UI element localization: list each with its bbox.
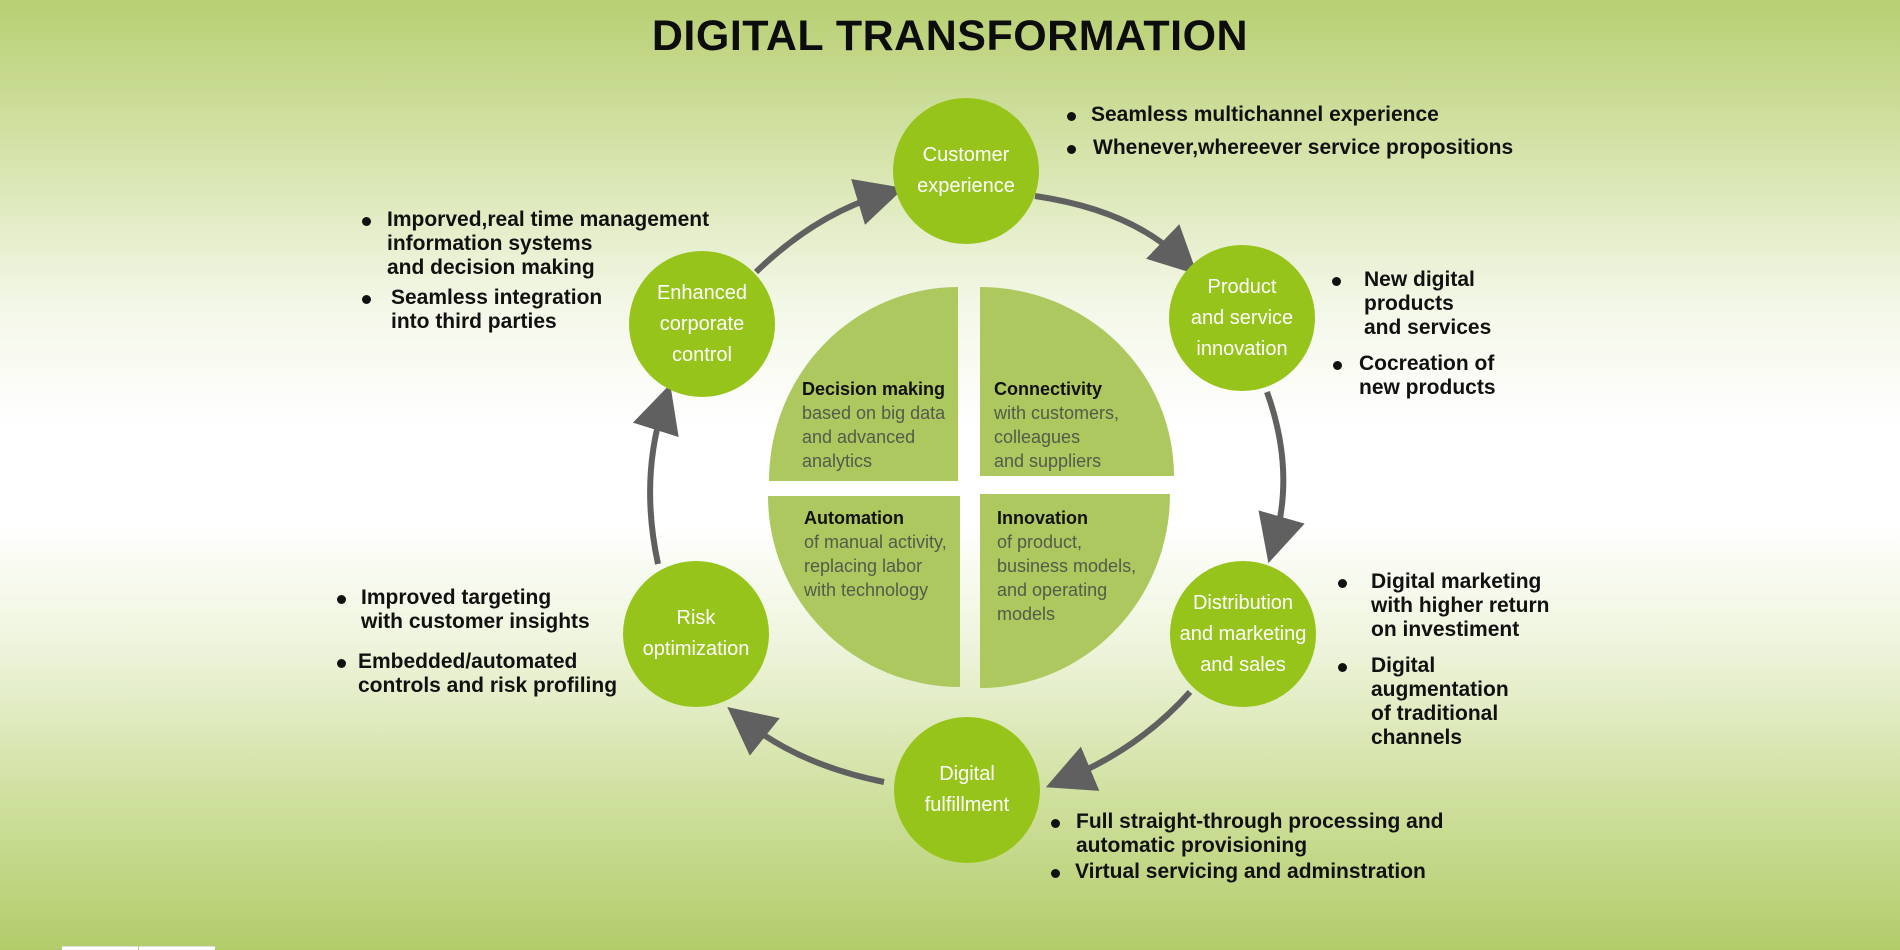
quadrant-body: of product, business models, and operati…: [997, 532, 1137, 624]
quadrant-top-right: [980, 287, 1174, 476]
bullet-item: Digital marketing with higher return on …: [1336, 570, 1550, 642]
arrow-customer-to-product: [1034, 193, 1198, 275]
arrow-risk-to-control: [632, 384, 679, 565]
quadrant-body: of manual activity, replacing labor with…: [804, 532, 947, 600]
quadrant-innovation: Innovation of product, business models, …: [997, 506, 1136, 626]
quadrant-bottom-right: [980, 494, 1170, 688]
slide-tab-left[interactable]: [62, 946, 138, 950]
node-distribution: Distribution and marketing and sales: [1170, 561, 1316, 707]
quadrant-connectivity: Connectivity with customers, colleagues …: [994, 377, 1119, 473]
bullet-item: Imporved,real time management informatio…: [360, 208, 709, 280]
bullet-item: Digital augmentation of traditional chan…: [1336, 654, 1550, 750]
quadrant-heading: Decision making: [802, 379, 946, 399]
bullet-item: Embedded/automated controls and risk pro…: [335, 650, 617, 698]
bullets-customer-experience: Seamless multichannel experience Wheneve…: [1065, 103, 1513, 168]
arrow-distribution-to-fulfillment: [1045, 690, 1193, 791]
quadrant-body: based on big data and advanced analytics: [802, 403, 946, 471]
node-product-innovation: Product and service innovation: [1169, 245, 1315, 391]
bullets-distribution: Digital marketing with higher return on …: [1336, 570, 1550, 758]
arrow-fulfillment-to-risk: [727, 707, 885, 785]
bullet-item: Full straight-through processing and aut…: [1049, 810, 1444, 858]
bullet-item: New digital products and services: [1330, 268, 1495, 340]
bullet-item: Cocreation of new products: [1331, 352, 1496, 400]
quadrant-top-left: [769, 287, 958, 481]
quadrant-heading: Automation: [804, 508, 904, 528]
arrow-product-to-distribution: [1258, 390, 1305, 564]
node-customer-experience: Customer experience: [893, 98, 1039, 244]
node-enhanced-control: Enhanced corporate control: [629, 251, 775, 397]
bullets-digital-fulfillment: Full straight-through processing and aut…: [1049, 810, 1444, 892]
bullet-item: Seamless integration into third parties: [360, 286, 709, 334]
bullet-item: Improved targeting with customer insight…: [335, 586, 617, 634]
arrow-control-to-customer: [753, 178, 904, 275]
slide-tab-right[interactable]: [139, 946, 215, 950]
quadrant-heading: Innovation: [997, 508, 1088, 528]
bullets-enhanced-control: Imporved,real time management informatio…: [360, 208, 709, 342]
quadrant-automation: Automation of manual activity, replacing…: [804, 506, 947, 602]
node-risk-optimization: Risk optimization: [623, 561, 769, 707]
bullets-product-innovation: New digital products and services Cocrea…: [1330, 268, 1496, 408]
bullets-risk-optimization: Improved targeting with customer insight…: [335, 586, 617, 706]
quadrant-body: with customers, colleagues and suppliers: [994, 403, 1120, 471]
bullet-item: Whenever,whereever service propositions: [1065, 136, 1513, 160]
quadrant-decision-making: Decision making based on big data and ad…: [802, 377, 945, 473]
bullet-item: Virtual servicing and adminstration: [1049, 860, 1444, 884]
node-digital-fulfillment: Digital fulfillment: [894, 717, 1040, 863]
quadrant-bottom-left: [768, 496, 960, 687]
quadrant-heading: Connectivity: [994, 379, 1103, 399]
page-title: DIGITAL TRANSFORMATION: [651, 12, 1249, 60]
bullet-item: Seamless multichannel experience: [1065, 103, 1513, 127]
